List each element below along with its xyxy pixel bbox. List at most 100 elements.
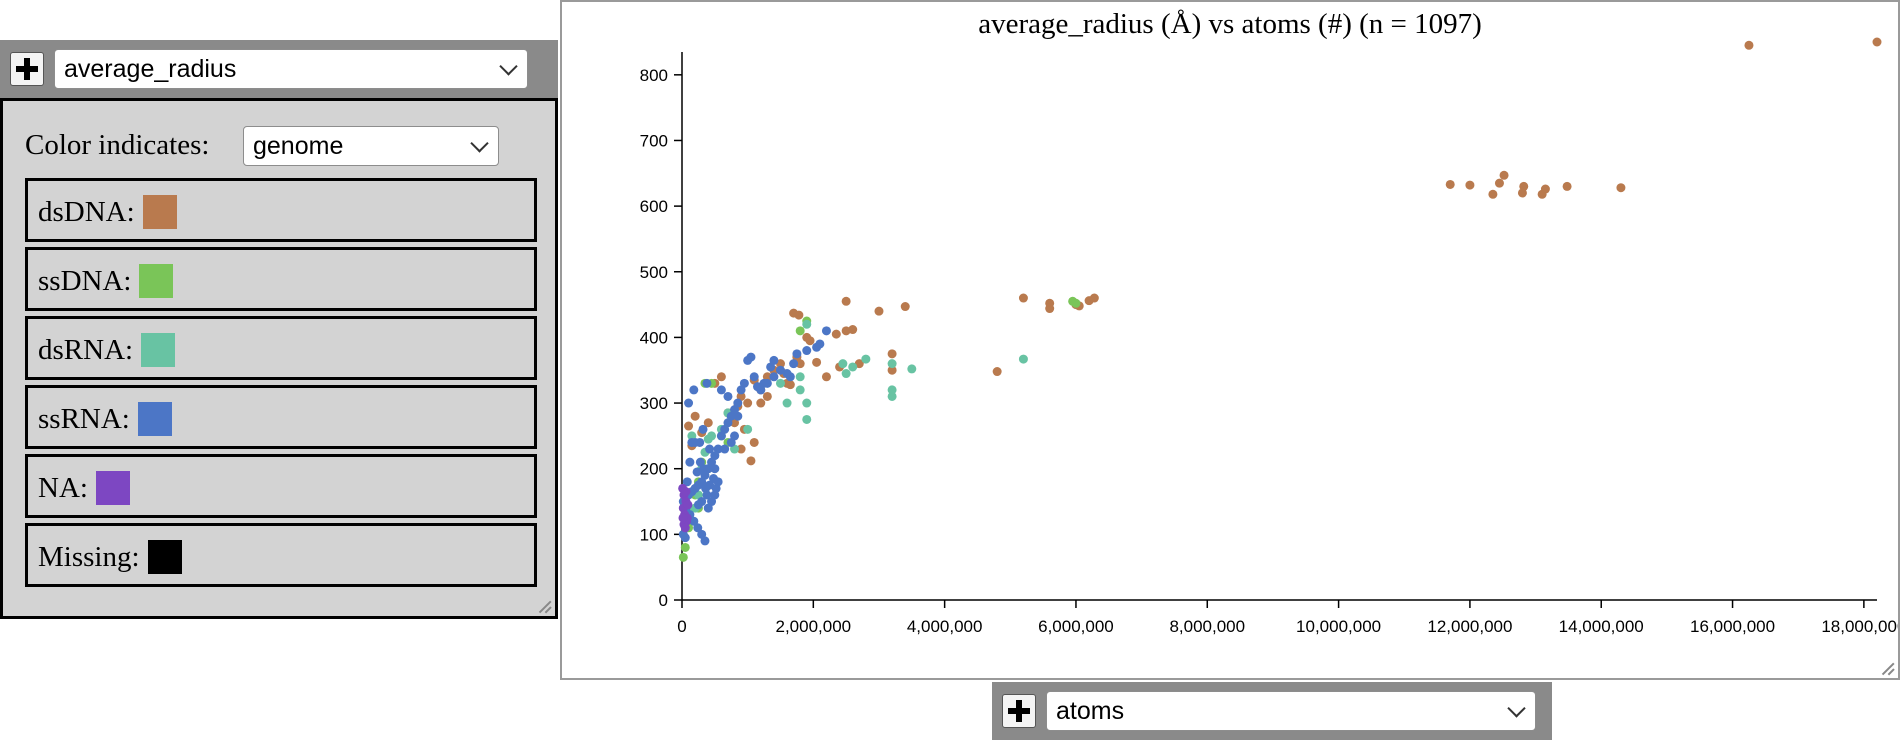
data-point-dsdna[interactable] <box>1540 184 1550 194</box>
data-point-ssrna[interactable] <box>693 523 703 533</box>
data-point-dsdna[interactable] <box>785 380 795 390</box>
data-point-ssrna[interactable] <box>685 457 695 467</box>
data-point-dsdna[interactable] <box>874 306 884 316</box>
data-point-dsdna[interactable] <box>762 391 772 401</box>
data-point-ssrna[interactable] <box>736 385 746 395</box>
data-point-dsrna[interactable] <box>782 398 792 408</box>
data-point-ssrna[interactable] <box>753 382 763 392</box>
data-point-dsdna[interactable] <box>746 456 756 466</box>
data-point-dsrna[interactable] <box>795 372 805 382</box>
data-point-dsrna[interactable] <box>887 359 897 369</box>
data-point-dsdna[interactable] <box>1872 37 1882 47</box>
data-point-ssrna[interactable] <box>693 500 703 510</box>
data-point-dsrna[interactable] <box>703 434 713 444</box>
data-point-ssrna[interactable] <box>702 378 712 388</box>
data-point-dsdna[interactable] <box>848 325 858 335</box>
data-point-dsdna[interactable] <box>887 365 897 375</box>
data-point-dsdna[interactable] <box>1018 293 1028 303</box>
data-point-ssrna[interactable] <box>682 477 692 487</box>
data-point-dsdna[interactable] <box>831 329 841 339</box>
data-point-ssdna[interactable] <box>795 326 805 336</box>
add-x-variable-button[interactable] <box>1002 694 1036 728</box>
data-point-dsrna[interactable] <box>1018 354 1028 364</box>
data-point-dsdna[interactable] <box>1494 178 1504 188</box>
data-point-dsdna[interactable] <box>756 398 766 408</box>
data-point-dsdna[interactable] <box>1445 179 1455 189</box>
add-y-variable-button[interactable] <box>10 52 44 86</box>
data-point-dsdna[interactable] <box>1744 40 1754 50</box>
data-point-dsrna[interactable] <box>887 385 897 395</box>
data-point-ssrna[interactable] <box>695 457 705 467</box>
data-point-dsdna[interactable] <box>1519 181 1529 191</box>
data-point-dsdna[interactable] <box>1562 181 1572 191</box>
scatter-plot[interactable]: 0 100 200 300 400 500 600 700 800 0 2,000,000 4,000… <box>562 2 1898 678</box>
data-point-ssrna[interactable] <box>769 372 779 382</box>
data-point-dsrna[interactable] <box>848 362 858 372</box>
x-axis-select[interactable]: atoms <box>1046 691 1536 731</box>
data-point-ssrna[interactable] <box>733 411 743 421</box>
data-point-dsdna[interactable] <box>1488 189 1498 199</box>
data-point-dsdna[interactable] <box>684 421 694 431</box>
data-point-ssrna[interactable] <box>689 385 699 395</box>
data-point-dsrna[interactable] <box>907 364 917 374</box>
data-point-dsdna[interactable] <box>992 367 1002 377</box>
data-point-dsdna[interactable] <box>749 437 759 447</box>
resize-handle[interactable] <box>1880 660 1894 674</box>
data-point-ssrna[interactable] <box>692 467 702 477</box>
data-point-dsdna[interactable] <box>703 418 713 428</box>
data-point-dsrna[interactable] <box>802 398 812 408</box>
data-point-dsdna[interactable] <box>716 372 726 382</box>
data-point-dsdna[interactable] <box>821 372 831 382</box>
data-point-dsrna[interactable] <box>795 385 805 395</box>
data-point-na[interactable] <box>683 500 693 510</box>
data-point-dsdna[interactable] <box>841 296 851 306</box>
data-point-dsdna[interactable] <box>900 302 910 312</box>
data-point-ssrna[interactable] <box>710 464 720 474</box>
data-point-ssrna[interactable] <box>802 346 812 356</box>
data-point-ssrna[interactable] <box>821 326 831 336</box>
y-axis-select[interactable]: average_radius <box>54 49 528 89</box>
data-point-ssrna[interactable] <box>713 477 723 487</box>
data-point-dsrna[interactable] <box>887 391 897 401</box>
data-point-dsrna[interactable] <box>861 354 871 364</box>
data-point-dsdna[interactable] <box>805 336 815 346</box>
data-point-ssrna[interactable] <box>690 437 700 447</box>
data-point-ssrna[interactable] <box>766 362 776 372</box>
data-point-dsrna[interactable] <box>743 424 753 434</box>
data-point-ssrna[interactable] <box>726 437 736 447</box>
data-point-dsdna[interactable] <box>690 411 700 421</box>
data-point-ssrna[interactable] <box>743 355 753 365</box>
data-point-na[interactable] <box>680 523 690 533</box>
data-point-na[interactable] <box>681 487 691 497</box>
data-point-ssrna[interactable] <box>701 483 711 493</box>
data-point-dsdna[interactable] <box>795 359 805 369</box>
data-point-dsrna[interactable] <box>802 319 812 329</box>
data-point-dsrna[interactable] <box>775 378 785 388</box>
data-point-ssrna[interactable] <box>698 424 708 434</box>
data-point-dsdna[interactable] <box>736 444 746 454</box>
data-point-ssrna[interactable] <box>703 503 713 513</box>
data-point-ssrna[interactable] <box>792 349 802 359</box>
data-point-ssrna[interactable] <box>700 536 710 546</box>
data-point-na[interactable] <box>678 513 688 523</box>
data-point-dsdna[interactable] <box>794 310 804 320</box>
data-point-ssrna[interactable] <box>749 372 759 382</box>
data-point-dsdna[interactable] <box>1616 183 1626 193</box>
data-point-dsdna[interactable] <box>1465 180 1475 190</box>
data-point-dsrna[interactable] <box>841 369 851 379</box>
data-point-ssrna[interactable] <box>716 385 726 395</box>
data-point-ssrna[interactable] <box>789 359 799 369</box>
data-point-dsdna[interactable] <box>812 357 822 367</box>
data-point-ssdna[interactable] <box>1071 298 1081 308</box>
data-point-dsrna[interactable] <box>838 359 848 369</box>
resize-handle[interactable] <box>537 598 551 612</box>
data-point-ssdna[interactable] <box>680 542 690 552</box>
data-point-ssrna[interactable] <box>723 391 733 401</box>
data-point-dsdna[interactable] <box>1499 170 1509 180</box>
color-by-select[interactable]: genome <box>243 126 499 166</box>
data-point-dsrna[interactable] <box>802 414 812 424</box>
data-point-ssrna[interactable] <box>720 444 730 454</box>
data-point-ssdna[interactable] <box>678 552 688 562</box>
data-point-ssrna[interactable] <box>775 365 785 375</box>
data-point-dsdna[interactable] <box>887 349 897 359</box>
